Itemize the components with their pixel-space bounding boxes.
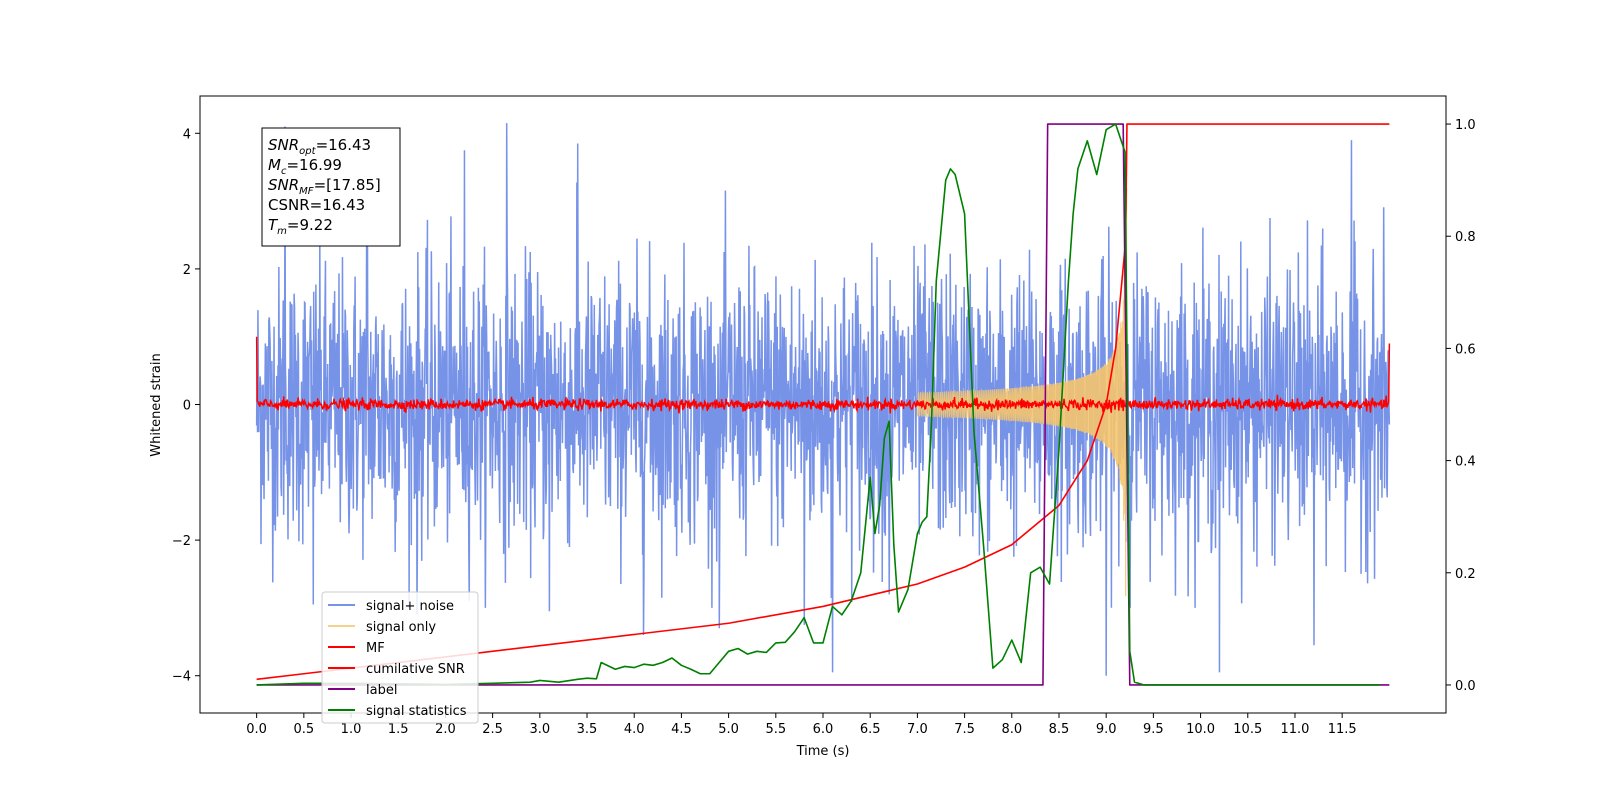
series-signal-only-line [916,187,1128,597]
y2-tick-label: 1.0 [1455,118,1476,133]
x-tick-label: 9.0 [1096,722,1117,737]
annotation-value: =[17.85] [314,176,381,194]
legend[interactable]: signal+ noise signal only MF cumilative SNR… [321,591,479,724]
legend-entry[interactable]: cumilative SNR [366,662,465,677]
y2-tick-label: 0.8 [1455,230,1476,245]
series-mf-line [255,336,1391,414]
x-tick-label: 3.0 [529,722,550,737]
x-tick-label: 11.5 [1328,722,1357,737]
annotation-value: =16.43 [310,196,366,214]
x-tick-label: 5.0 [718,722,739,737]
y-tick-label: −4 [172,670,191,685]
x-tick-label: 7.0 [907,722,928,737]
y2-tick-label: 0.2 [1455,567,1476,582]
y2-tick-label: 0.6 [1455,342,1476,357]
x-tick-label: 7.5 [954,722,975,737]
x-axis-label: Time (s) [796,744,850,759]
annotation-frame [261,127,401,247]
x-tick-label: 5.5 [765,722,786,737]
annotation-line: Tm=9.22 [268,216,333,237]
annotation-subscript: c [281,166,287,177]
annotation-subscript: opt [299,146,316,157]
x-tick-label: 0.0 [246,722,267,737]
legend-entry[interactable]: MF [366,641,385,656]
x-tick-label: 9.5 [1143,722,1164,737]
x-tick-label: 4.5 [671,722,692,737]
y-tick-label: 2 [183,263,191,278]
y-axis-right: 0.0 0.2 0.4 0.6 0.8 1.0 [1446,118,1476,694]
y-tick-label: 4 [183,127,191,142]
x-tick-label: 6.5 [860,722,881,737]
y-tick-label: −2 [172,534,191,549]
annotation-subscript: MF [299,186,314,197]
y-axis-left: −4 −2 0 2 4 [172,127,200,685]
annotation-line: CSNR=16.43 [268,196,365,214]
x-tick-label: 0.5 [293,722,314,737]
annotation-line: Mc=16.99 [268,156,342,177]
legend-entry[interactable]: signal statistics [366,704,467,719]
legend-entry[interactable]: label [366,683,397,698]
annotation-line: SNRMF=[17.85] [268,176,381,197]
annotation-value: =16.99 [286,156,342,174]
series-signal-noise-line [255,123,1391,676]
x-tick-label: 2.0 [435,722,456,737]
stats-annotation-box: SNRopt=16.43Mc=16.99SNRMF=[17.85]CSNR=16… [261,127,401,247]
y-axis-label: Whitened strain [149,353,164,456]
x-tick-label: 6.0 [813,722,834,737]
legend-frame [321,591,479,724]
x-tick-label: 3.5 [577,722,598,737]
x-tick-label: 10.5 [1233,722,1262,737]
annotation-value: =16.43 [316,136,372,154]
x-axis: 0.0 0.5 1.0 1.5 2.0 2.5 3.0 3.5 4.0 4.5 5.0 5.5 6.0 6… [246,713,1357,737]
x-tick-label: 10.0 [1186,722,1215,737]
x-tick-label: 4.0 [624,722,645,737]
x-tick-label: 1.0 [341,722,362,737]
annotation-line: SNRopt=16.43 [268,136,371,157]
legend-entry[interactable]: signal+ noise [366,599,454,614]
x-tick-label: 11.0 [1280,722,1309,737]
y-tick-label: 0 [183,399,191,414]
x-tick-label: 1.5 [388,722,409,737]
series-signal-statistics-line [256,123,1380,686]
x-tick-label: 8.0 [1001,722,1022,737]
annotation-symbol: T [268,216,279,234]
x-tick-label: 2.5 [482,722,503,737]
y2-tick-label: 0.0 [1455,679,1476,694]
annotation-symbol: M [268,156,281,174]
annotation-value: =9.22 [287,216,333,234]
y2-tick-label: 0.4 [1455,455,1476,470]
x-tick-label: 8.5 [1049,722,1070,737]
legend-entry[interactable]: signal only [366,620,436,635]
annotation-symbol: CSNR [268,196,310,214]
annotation-subscript: m [277,226,287,237]
annotation-symbol: SNR [268,136,299,154]
annotation-symbol: SNR [268,176,299,194]
